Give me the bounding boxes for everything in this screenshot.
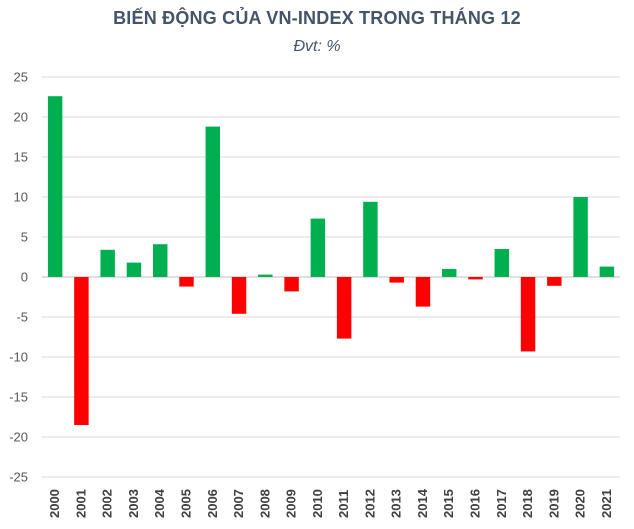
bar-2010 (310, 218, 326, 277)
bar-2001 (74, 277, 89, 425)
bar-2003 (126, 262, 142, 277)
x-tick-label: 2010 (310, 489, 325, 518)
y-tick-label: -10 (9, 350, 28, 365)
x-tick-label: 2006 (205, 489, 220, 518)
bar-2009 (284, 277, 299, 292)
x-axis-ticks: 2000 2001 2002 2003 2004 2005 2006 2007 2008 2009… (47, 488, 614, 518)
x-tick-label: 2012 (362, 489, 377, 518)
x-tick-label: 2000 (47, 489, 62, 518)
bar-2019 (547, 277, 562, 286)
y-tick-label: -15 (9, 390, 28, 405)
y-tick-label: 0 (21, 270, 28, 285)
bar-2007 (231, 277, 247, 314)
bar-2008 (258, 274, 273, 277)
y-tick-label: 25 (14, 70, 28, 85)
y-tick-label: -20 (9, 430, 28, 445)
x-tick-label: 2005 (179, 489, 194, 518)
bar-2002 (100, 249, 115, 277)
x-tick-label: 2009 (284, 489, 299, 518)
bar-2018 (520, 277, 536, 352)
x-tick-label: 2014 (415, 488, 430, 518)
chart-subtitle: Đvt: % (293, 38, 341, 55)
chart-title: BIẾN ĐỘNG CỦA VN-INDEX TRONG THÁNG 12 (113, 8, 521, 28)
y-tick-label: 20 (14, 110, 28, 125)
x-tick-label: 2011 (336, 490, 351, 518)
x-tick-label: 2004 (152, 488, 167, 518)
x-tick-label: 2015 (441, 489, 456, 518)
bars (47, 96, 615, 425)
x-tick-label: 2019 (546, 489, 561, 518)
x-tick-label: 2016 (468, 489, 483, 518)
bar-2014 (415, 277, 431, 307)
y-axis-ticks: 25 20 15 10 5 0 -5 -10 -15 -20 -25 (9, 70, 28, 485)
y-tick-label: 5 (21, 230, 28, 245)
x-tick-label: 2003 (126, 489, 141, 518)
bar-2000 (47, 96, 63, 277)
x-tick-label: 2001 (73, 489, 88, 518)
y-tick-label: 10 (14, 190, 28, 205)
x-tick-label: 2002 (100, 489, 115, 518)
bar-2004 (153, 244, 168, 277)
bar-2017 (494, 249, 509, 277)
x-tick-label: 2013 (389, 489, 404, 518)
x-tick-label: 2017 (494, 489, 509, 518)
x-tick-label: 2018 (520, 489, 535, 518)
bar-2016 (468, 277, 483, 280)
bar-2013 (389, 277, 404, 283)
y-tick-label: 15 (14, 150, 28, 165)
bar-2012 (363, 201, 378, 277)
x-tick-label: 2021 (599, 489, 614, 518)
x-tick-label: 2020 (573, 489, 588, 518)
y-tick-label: -5 (16, 310, 28, 325)
bar-2021 (599, 266, 615, 277)
x-tick-label: 2008 (257, 489, 272, 518)
bar-2020 (573, 197, 588, 277)
bar-2006 (205, 126, 220, 277)
x-tick-label: 2007 (231, 489, 246, 518)
bar-2011 (336, 277, 352, 339)
bar-2015 (442, 269, 457, 277)
y-tick-label: -25 (9, 470, 28, 485)
bar-2005 (179, 277, 194, 287)
